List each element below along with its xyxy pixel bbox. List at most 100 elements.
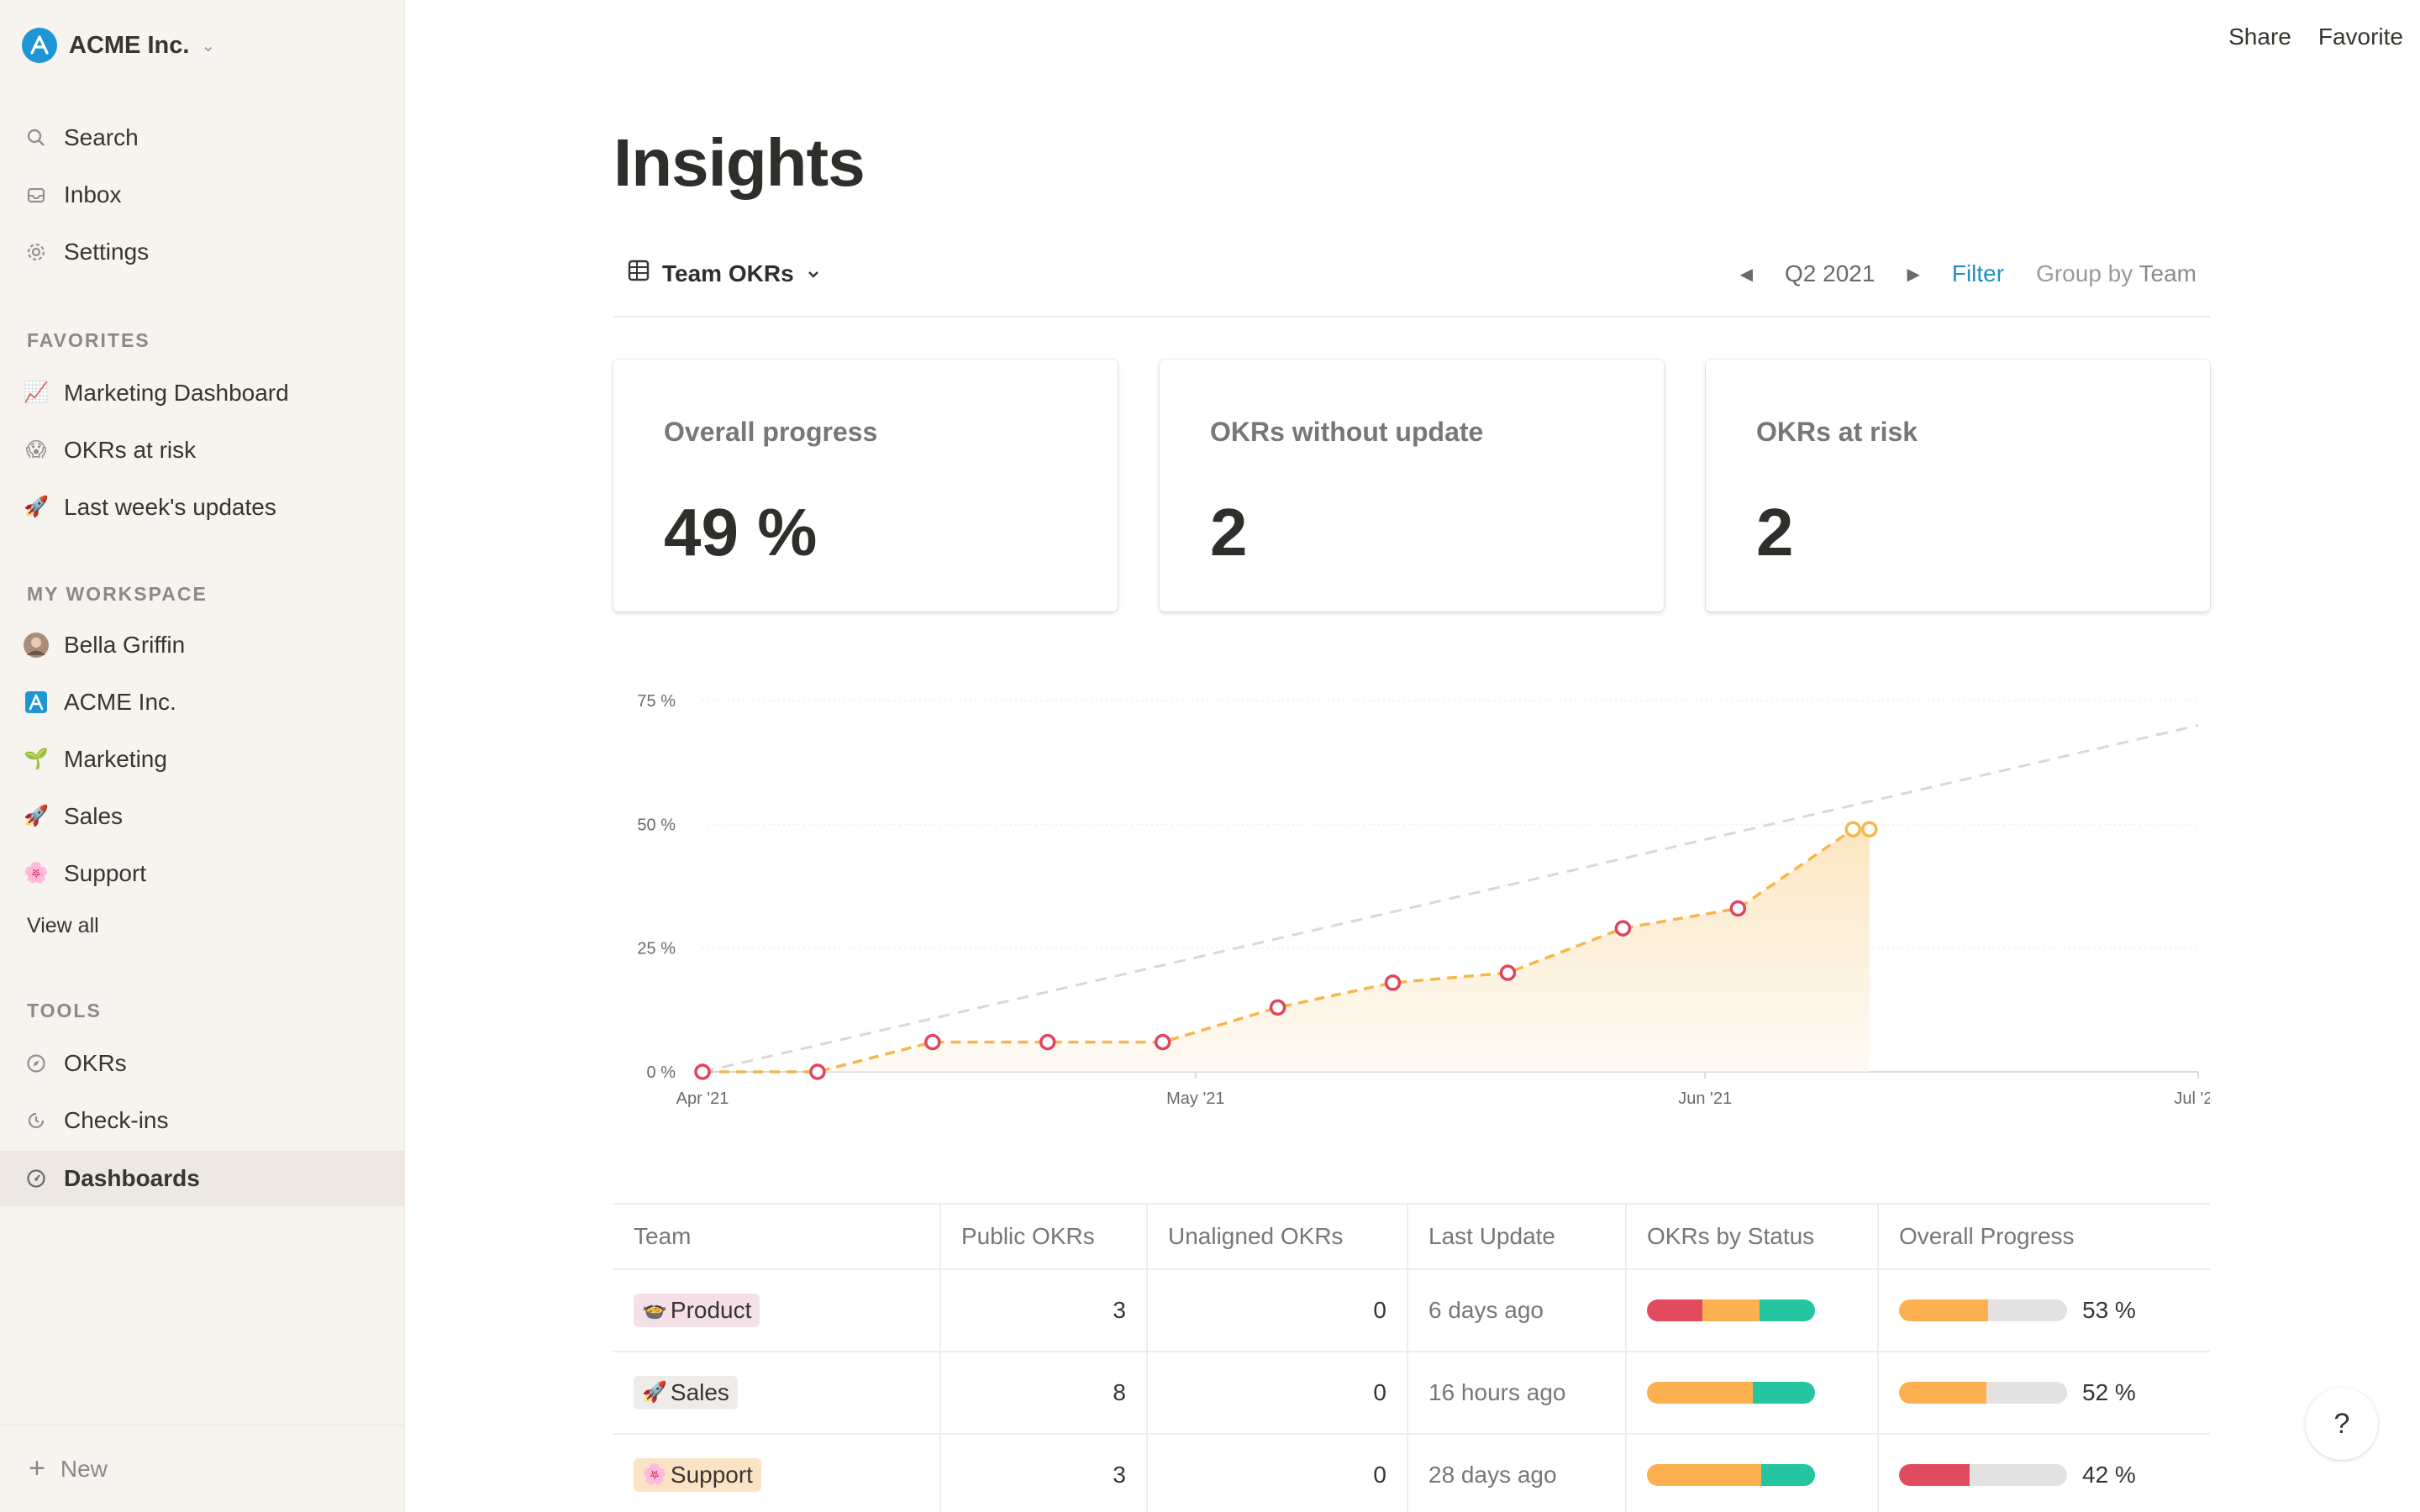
- last-update-cell: 6 days ago: [1408, 1270, 1627, 1351]
- column-header-public-okrs[interactable]: Public OKRs: [941, 1205, 1148, 1268]
- table-header-row: Team Public OKRs Unaligned OKRs Last Upd…: [613, 1203, 2210, 1268]
- sidebar-item-inbox[interactable]: Inbox: [0, 171, 405, 218]
- public-okrs-cell: 3: [941, 1270, 1148, 1351]
- new-page-button[interactable]: + New: [0, 1425, 405, 1512]
- team-emoji-icon: 🚀: [642, 1381, 667, 1404]
- teams-table: Team Public OKRs Unaligned OKRs Last Upd…: [613, 1203, 2210, 1512]
- sidebar-item-okrs-at-risk[interactable]: 😱 OKRs at risk: [0, 427, 405, 474]
- sidebar-item-marketing[interactable]: 🌱 Marketing: [0, 736, 405, 783]
- group-by-button[interactable]: Group by Team: [2036, 260, 2196, 287]
- clock-icon: [24, 1108, 49, 1133]
- next-period-button[interactable]: ▶: [1907, 265, 1920, 284]
- okrs-by-status-cell: [1627, 1270, 1879, 1351]
- inbox-icon: [24, 182, 49, 207]
- progress-chart: 0 % 25 % 50 % 75 % Apr '21 May '21 Jun '21 Jul …: [637, 692, 2210, 1108]
- tools-section-label: TOOLS: [27, 1000, 102, 1021]
- column-header-overall-progress[interactable]: Overall Progress: [1899, 1223, 2075, 1249]
- sidebar-item-okrs[interactable]: OKRs: [0, 1040, 405, 1087]
- data-point: [1861, 821, 1878, 837]
- sidebar-item-support[interactable]: 🌸 Support: [0, 850, 405, 897]
- previous-period-button[interactable]: ◀: [1739, 265, 1754, 284]
- public-okrs-cell: 8: [941, 1352, 1148, 1433]
- status-segment-at-risk: [1647, 1299, 1702, 1321]
- status-bar: [1647, 1299, 1815, 1321]
- sidebar-item-label: Last week's updates: [64, 494, 276, 520]
- rocket-icon: 🚀: [24, 496, 49, 518]
- sidebar-item-label: ACME Inc.: [64, 689, 176, 715]
- sidebar-item-search[interactable]: Search: [0, 114, 405, 161]
- sidebar-item-sales[interactable]: 🚀 Sales: [0, 793, 405, 840]
- sidebar-item-label: Bella Griffin: [64, 632, 186, 658]
- sidebar-item-marketing-dashboard[interactable]: 📈 Marketing Dashboard: [0, 370, 405, 417]
- status-segment-in-progress: [1647, 1382, 1753, 1404]
- sidebar-item-label: Support: [64, 860, 147, 886]
- sidebar-item-check-ins[interactable]: Check-ins: [0, 1097, 405, 1144]
- progress-bar: [1899, 1299, 2067, 1321]
- favorite-button[interactable]: Favorite: [2317, 24, 2403, 50]
- progress-label: 52 %: [2082, 1379, 2136, 1405]
- okrs-by-status-cell: [1627, 1352, 1879, 1433]
- progress-bar-fill: [1899, 1299, 1988, 1321]
- unaligned-okrs-cell: 0: [1148, 1352, 1408, 1433]
- column-header-okrs-by-status[interactable]: OKRs by Status: [1627, 1205, 1879, 1268]
- table-icon: [627, 259, 650, 288]
- data-point: [694, 1063, 711, 1080]
- metric-card-overall-progress: Overall progress 49 %: [613, 360, 1118, 612]
- period-label: Q2 2021: [1785, 260, 1876, 286]
- data-point: [924, 1033, 941, 1051]
- view-selector-label: Team OKRs: [662, 260, 794, 286]
- acme-logo-icon: [24, 690, 49, 715]
- progress-bar: [1899, 1464, 2067, 1486]
- sidebar-item-acme[interactable]: ACME Inc.: [0, 679, 405, 726]
- sidebar-item-label: Dashboards: [64, 1165, 200, 1191]
- workspace-switcher[interactable]: ACME Inc. ⌄: [22, 28, 215, 63]
- table-row[interactable]: 🌸 Support 3 0 28 days ago 42 %: [613, 1433, 2210, 1512]
- rocket-icon: 🚀: [24, 805, 49, 827]
- help-button[interactable]: ?: [2306, 1388, 2378, 1460]
- x-tick-label: May '21: [1166, 1089, 1224, 1108]
- progress-label: 42 %: [2082, 1462, 2136, 1488]
- team-cell: 🍲 Product: [613, 1270, 941, 1351]
- unaligned-okrs-cell: 0: [1148, 1435, 1408, 1512]
- sidebar-item-settings[interactable]: Settings: [0, 228, 405, 276]
- sidebar-item-last-weeks-updates[interactable]: 🚀 Last week's updates: [0, 484, 405, 531]
- plus-icon: +: [29, 1452, 45, 1484]
- share-button[interactable]: Share: [2228, 24, 2291, 50]
- overall-progress-cell: 52 %: [1879, 1352, 2210, 1433]
- metric-card-title: OKRs at risk: [1756, 417, 1918, 447]
- data-point: [1614, 920, 1632, 937]
- column-header-team[interactable]: Team: [613, 1205, 941, 1268]
- sidebar: ACME Inc. ⌄ Search Inbox Settings FAVORI…: [0, 0, 405, 1512]
- progress-bar-fill: [1899, 1382, 1986, 1404]
- acme-logo-icon: [22, 28, 57, 63]
- seedling-icon: 🌱: [24, 748, 49, 770]
- sidebar-item-dashboards[interactable]: Dashboards: [0, 1151, 405, 1206]
- filter-button[interactable]: Filter: [1951, 260, 2005, 286]
- column-header-last-update[interactable]: Last Update: [1408, 1205, 1627, 1268]
- team-tag[interactable]: 🌸 Support: [634, 1458, 761, 1492]
- overall-progress-cell: 53 %: [1879, 1270, 2210, 1351]
- sidebar-item-label: Settings: [64, 239, 150, 265]
- view-all-link[interactable]: View all: [27, 914, 99, 937]
- column-header-unaligned-okrs[interactable]: Unaligned OKRs: [1148, 1205, 1408, 1268]
- team-tag[interactable]: 🍲 Product: [634, 1294, 760, 1327]
- sidebar-item-bella-griffin[interactable]: Bella Griffin: [0, 622, 405, 669]
- toolbar-controls: ◀ Q2 2021 ▶ Filter Group by Team: [1740, 260, 2196, 287]
- status-bar: [1647, 1382, 1815, 1404]
- team-name: Sales: [670, 1379, 729, 1405]
- team-cell: 🌸 Support: [613, 1435, 941, 1512]
- metric-card-value: 2: [1756, 495, 1794, 570]
- avatar: [24, 633, 49, 658]
- status-segment-on-track: [1761, 1464, 1815, 1486]
- new-label: New: [60, 1455, 108, 1482]
- screaming-face-icon: 😱: [25, 438, 47, 461]
- table-row[interactable]: 🍲 Product 3 0 6 days ago 53 %: [613, 1268, 2210, 1351]
- view-selector[interactable]: Team OKRs: [627, 259, 821, 288]
- team-tag[interactable]: 🚀 Sales: [634, 1376, 738, 1410]
- metric-card-value: 2: [1210, 495, 1248, 570]
- table-row[interactable]: 🚀 Sales 8 0 16 hours ago 52 %: [613, 1351, 2210, 1433]
- data-point: [1039, 1033, 1056, 1051]
- chevron-down-icon: [806, 260, 821, 287]
- sidebar-item-label: Search: [64, 124, 139, 150]
- y-tick-label: 0 %: [647, 1063, 676, 1082]
